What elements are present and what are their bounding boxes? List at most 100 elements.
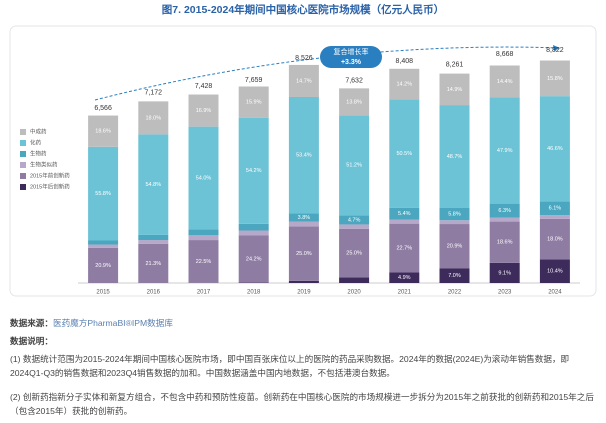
bar-segment [288,221,319,227]
legend-swatch [20,184,26,190]
bar-segment [188,126,219,230]
total-label: 7,428 [195,83,213,90]
chart-title: 图7. 2015-2024年期间中国核心医院市场规模（亿元人民币） [162,3,444,16]
bar-segment [489,217,520,222]
bar-segment [439,73,470,106]
legend-swatch [20,129,26,135]
source-text: 医药魔方PharmaBI®IPM数据库 [52,318,173,328]
bar-segment [238,230,269,236]
x-tick-label: 2020 [347,290,361,296]
notes-label: 数据说明： [10,336,53,346]
segment-label: 6.1% [549,206,562,212]
bar-segment [188,229,219,236]
total-label: 8,261 [446,62,464,69]
total-label: 8,526 [295,55,313,62]
segment-label: 4.7% [348,217,361,223]
bar-segment [439,105,470,208]
x-tick-label: 2017 [197,290,211,296]
x-tick-label: 2021 [398,290,412,296]
bar-segment [339,115,370,216]
bar-segment [138,101,169,135]
legend-label: 中成药 [30,127,47,135]
segment-label: 5.8% [448,212,461,218]
bar-segment [238,86,269,118]
total-label: 8,668 [496,51,514,58]
segment-label: 20.9% [95,263,111,269]
segment-label: 3.8% [298,215,311,221]
bar-segment [439,220,470,225]
segment-label: 9.1% [498,270,511,276]
bar-segment [389,272,420,283]
cagr-pill [320,46,382,68]
total-label: 7,172 [145,89,163,96]
bar-segment [339,277,370,283]
bar-segment [138,234,169,241]
segment-label: 22.5% [196,259,212,265]
bar-segment [389,68,420,100]
segment-label: 46.6% [547,146,563,152]
segment-label: 50.5% [396,151,412,157]
chart: 图7. 2015-2024年期间中国核心医院市场规模（亿元人民币） 复合增长率 … [9,3,597,297]
legend-label: 化药 [30,138,42,146]
bar-segment [539,218,570,260]
bar-segment [238,117,269,224]
legend-label: 2015年后创新药 [30,182,70,190]
segment-label: 25.0% [296,251,312,257]
segment-label: 20.9% [447,244,463,250]
bar-segment [188,94,219,127]
bar-segment [539,96,570,202]
segment-label: 54.8% [145,182,161,188]
legend-swatch [20,162,26,168]
bar-segment [238,223,269,231]
segment-label: 18.6% [497,240,513,246]
segment-label: 21.3% [145,261,161,267]
bar-segment [489,221,520,263]
bar-segment [288,280,319,283]
bar-segment [288,213,319,222]
segment-label: 51.2% [346,163,362,169]
arrow-head [553,45,560,51]
legend-label: 生物药 [30,149,47,157]
bar-segment [489,65,520,98]
segment-label: 24.2% [246,256,262,262]
bar-segment [138,243,169,283]
bar-segment [138,134,169,235]
segment-label: 14.7% [296,78,312,84]
bar-segment [88,146,119,241]
x-tick-label: 2019 [297,290,311,296]
segment-label: 10.4% [547,269,563,275]
total-label: 6,566 [94,105,112,112]
segment-label: 54.2% [246,168,262,174]
bar-segment [138,240,169,244]
bar-segment [489,97,520,204]
segment-label: 18.6% [95,129,111,135]
segment-label: 16.9% [196,108,212,114]
segment-label: 15.8% [547,76,563,82]
segment-label: 7.0% [448,273,461,279]
bar-segment [339,215,370,225]
segment-label: 5.4% [398,211,411,217]
bar-segment [238,235,269,283]
source: 数据来源：医药魔方PharmaBI®IPM数据库 [10,316,596,330]
cagr-value: +3.3% [341,59,362,66]
segment-label: 55.8% [95,191,111,197]
bar-segment [539,60,570,97]
bar-segment [288,226,319,281]
bar-segment [188,240,219,283]
total-label: 7,632 [345,78,363,85]
bar-segment [439,224,470,269]
bar-segment [339,228,370,278]
segment-label: 18.0% [547,237,563,243]
segment-label: 18.0% [145,115,161,121]
legend-swatch [20,173,26,179]
bar-segment [539,201,570,216]
legend-swatch [20,151,26,157]
segment-label: 53.4% [296,153,312,159]
segment-label: 4.9% [398,275,411,281]
source-label: 数据来源： [10,318,53,328]
x-tick-label: 2018 [247,290,261,296]
bar-segment [539,259,570,283]
segment-label: 54.0% [196,175,212,181]
bar-segment [88,244,119,248]
